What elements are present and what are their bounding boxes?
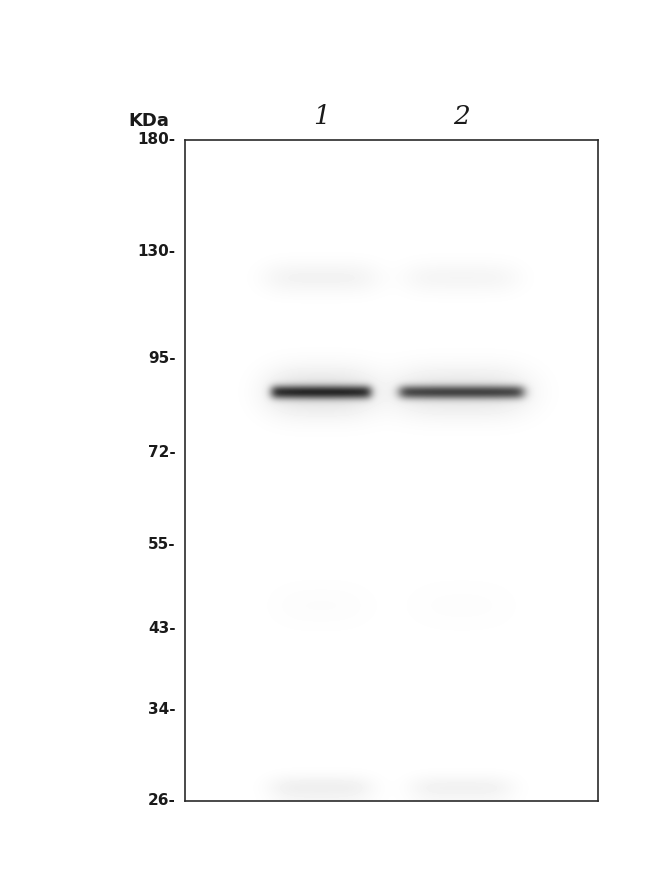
- Text: 55-: 55-: [148, 537, 176, 552]
- Text: 2: 2: [454, 104, 470, 130]
- Text: 26-: 26-: [148, 793, 176, 808]
- Text: 95-: 95-: [148, 351, 176, 366]
- Text: 43-: 43-: [148, 621, 176, 636]
- Text: 180-: 180-: [137, 132, 176, 148]
- Text: KDa: KDa: [128, 111, 169, 130]
- Text: 1: 1: [313, 104, 330, 130]
- Text: 72-: 72-: [148, 445, 176, 460]
- Text: 34-: 34-: [148, 702, 176, 717]
- Text: 130-: 130-: [137, 243, 176, 259]
